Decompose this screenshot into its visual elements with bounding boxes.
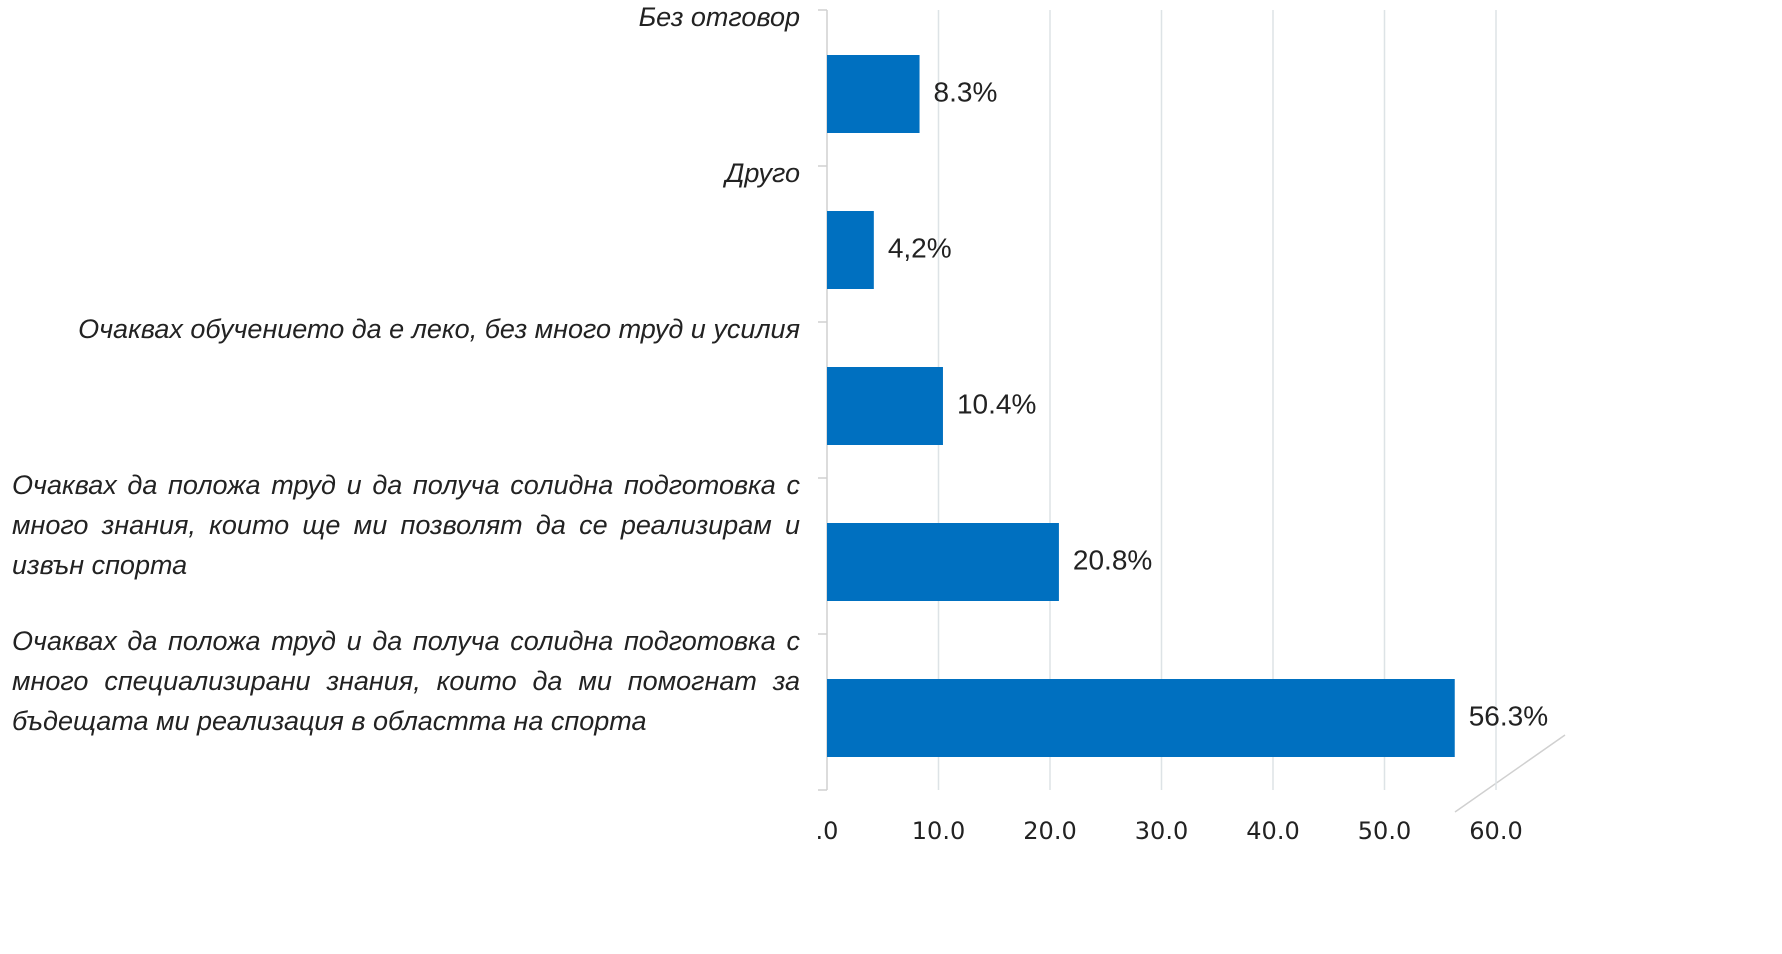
bar xyxy=(827,523,1059,601)
value-label: 20.8% xyxy=(1073,544,1152,575)
x-tick-label: 10.0 xyxy=(912,817,965,845)
value-label: 56.3% xyxy=(1469,700,1548,731)
category-label: Без отговор xyxy=(638,2,800,32)
x-tick-label: 50.0 xyxy=(1358,817,1411,845)
x-tick-label: 30.0 xyxy=(1135,817,1188,845)
category-label: Очаквах да положа труд и да получа солид… xyxy=(12,626,800,736)
value-label: 8.3% xyxy=(934,76,998,107)
x-tick-label: 60.0 xyxy=(1469,817,1522,845)
bar xyxy=(827,211,874,289)
bar xyxy=(827,55,920,133)
x-tick-label: .0 xyxy=(816,817,839,845)
category-label: Очаквах да положа труд и да получа солид… xyxy=(12,470,800,580)
bar xyxy=(827,367,943,445)
x-tick-label: 20.0 xyxy=(1023,817,1076,845)
x-tick-label: 40.0 xyxy=(1246,817,1299,845)
bar xyxy=(827,679,1455,757)
decor-line xyxy=(1454,734,1566,813)
category-label: Друго xyxy=(725,158,800,188)
category-label: Очаквах обучението да е леко, без много … xyxy=(78,314,800,344)
value-label: 10.4% xyxy=(957,388,1036,419)
value-label: 4,2% xyxy=(888,232,952,263)
